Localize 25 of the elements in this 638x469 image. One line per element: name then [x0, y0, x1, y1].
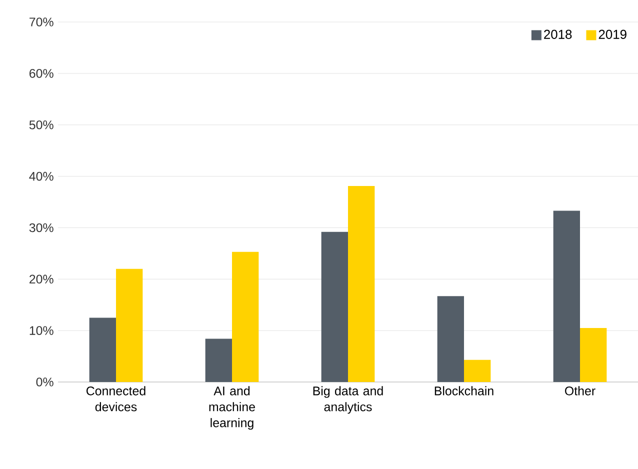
y-tick-label: 30% [29, 223, 54, 232]
bar [348, 186, 375, 382]
x-tick-label: Blockchain [434, 386, 494, 396]
x-tick-label: AI and machine learning [209, 386, 255, 430]
x-tick-label: Big data and analytics [313, 386, 383, 414]
legend-label: 2019 [598, 30, 626, 39]
bar [321, 232, 348, 382]
bar [116, 268, 143, 382]
x-tick-label: Other [565, 386, 596, 396]
bar [553, 210, 580, 382]
bar [205, 338, 232, 382]
y-tick-label: 70% [30, 18, 54, 26]
bar [437, 296, 464, 382]
y-tick-label: 50% [29, 120, 54, 130]
bar [580, 328, 607, 382]
bar [232, 252, 259, 382]
y-tick-label: 60% [30, 69, 54, 78]
y-tick-label: 40% [29, 172, 54, 181]
x-tick-label: Connected devices [86, 386, 146, 412]
bar [464, 360, 491, 382]
y-tick-label: 10% [30, 326, 54, 335]
bar [89, 318, 116, 382]
y-tick-label: 20% [30, 274, 54, 284]
y-tick-label: 0% [36, 378, 54, 386]
legend-label: 2018 [544, 30, 572, 39]
